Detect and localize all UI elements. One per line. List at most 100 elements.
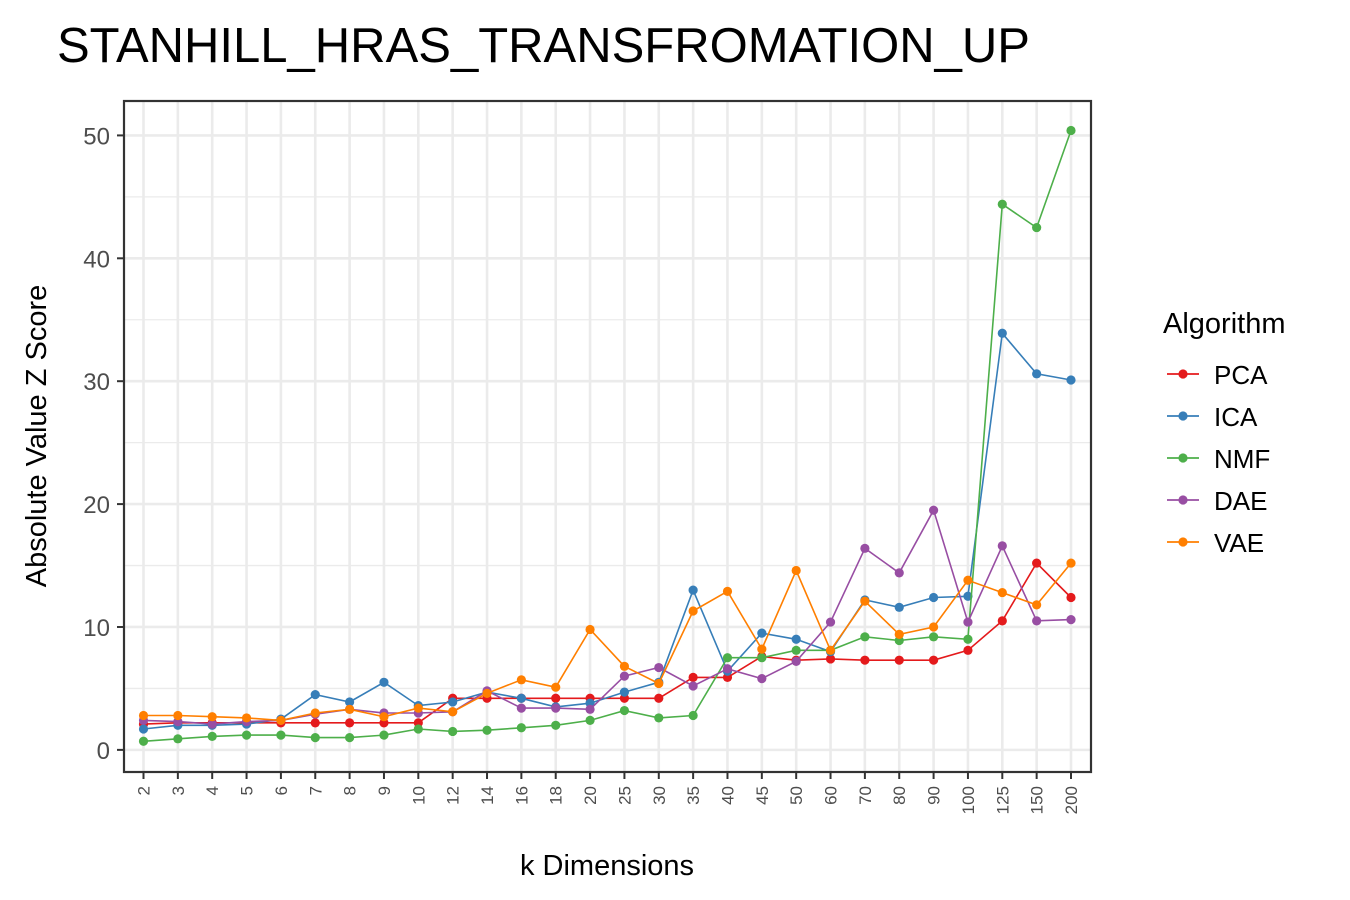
data-point-ica [688,585,698,595]
data-point-nmf [138,736,149,746]
data-point-pca [1032,558,1042,568]
x-tick-label: 125 [993,786,1012,814]
series-nmf [138,125,1076,746]
data-point-dae [928,505,939,515]
data-point-vae [722,586,733,596]
x-tick-label: 60 [822,786,841,805]
data-point-dae [963,617,973,627]
data-point-dae [860,543,870,553]
legend-key-point [1178,369,1188,379]
data-point-vae [173,710,183,721]
x-tick-label: 35 [684,786,703,805]
series-line-nmf [143,130,1072,743]
data-point-vae [791,565,801,576]
x-tick-label: 4 [203,786,222,795]
data-point-nmf [516,723,526,733]
series-line-ica [143,331,1072,730]
legend-item-pca: PCA [1167,360,1268,390]
data-point-dae [722,664,733,674]
data-point-nmf [654,713,664,723]
data-point-ica [448,697,458,707]
legend: Algorithm PCA ICA NMF DAE VAE [1163,308,1286,558]
data-point-ica [963,591,973,601]
y-axis-title: Absolute Value Z Score [21,285,53,588]
data-point-vae [928,622,939,632]
data-point-nmf [928,632,939,642]
y-tick-label: 0 [97,738,110,765]
data-point-dae [688,681,698,691]
data-point-dae [654,662,664,673]
data-point-pca [654,693,664,703]
data-point-pca [928,655,939,665]
legend-key-point [1178,495,1188,505]
data-point-vae [757,644,767,654]
legend-key-point [1178,453,1188,463]
data-point-pca [997,616,1007,626]
x-tick-label: 90 [925,786,944,805]
data-point-vae [241,713,252,723]
data-point-dae [997,541,1007,551]
data-point-ica [310,689,320,700]
data-point-pca [345,718,355,728]
data-point-nmf [345,732,355,743]
data-point-dae [757,674,767,684]
data-point-vae [482,688,492,698]
data-point-ica [791,634,801,644]
y-tick-label: 50 [83,123,110,150]
x-tick-label: 5 [238,786,257,795]
data-point-ica [894,602,904,612]
data-point-dae [585,704,595,714]
data-point-pca [894,655,904,665]
data-point-ica [345,697,355,707]
data-point-vae [688,606,698,616]
y-tick-label: 20 [83,492,110,519]
data-point-nmf [310,732,320,743]
data-point-dae [207,719,217,729]
plot-panel-border [122,99,1093,774]
data-point-nmf [963,634,973,644]
x-tick-label: 7 [306,786,325,795]
legend-key-point [1178,411,1188,421]
data-point-vae [894,629,904,639]
x-tick-label: 40 [718,786,737,805]
y-tick-label: 10 [83,615,110,642]
data-point-dae [551,703,561,713]
x-tick-label: 12 [444,786,463,805]
data-point-vae [379,712,389,722]
series-line-vae [143,562,1072,722]
data-point-nmf [173,734,183,744]
data-point-dae [894,568,904,578]
legend-label: NMF [1214,444,1270,474]
data-point-pca [551,693,561,703]
data-point-ica [619,687,630,697]
x-tick-label: 10 [409,786,428,805]
data-point-nmf [997,199,1007,209]
x-tick-label: 16 [512,786,531,805]
data-point-ica [516,693,526,703]
x-tick-label: 70 [856,786,875,805]
data-point-ica [1032,369,1042,379]
data-point-pca [688,672,698,682]
data-point-nmf [585,715,595,725]
x-tick-label: 8 [341,786,360,795]
data-point-nmf [688,710,698,721]
data-point-vae [551,682,561,692]
data-point-vae [654,678,664,689]
legend-item-ica: ICA [1167,402,1258,432]
data-point-vae [345,704,355,714]
data-point-vae [585,624,595,635]
legend-label: ICA [1214,402,1258,432]
data-point-vae [825,645,836,655]
data-point-ica [997,328,1007,338]
data-point-pca [1066,592,1076,603]
data-point-vae [310,708,320,718]
data-point-ica [138,724,149,734]
data-point-dae [791,656,801,666]
data-point-pca [825,654,836,664]
data-point-nmf [791,645,801,655]
data-point-vae [207,712,217,722]
data-point-vae [619,661,630,671]
x-tick-label: 3 [169,786,188,795]
y-tick-label: 40 [83,246,110,273]
